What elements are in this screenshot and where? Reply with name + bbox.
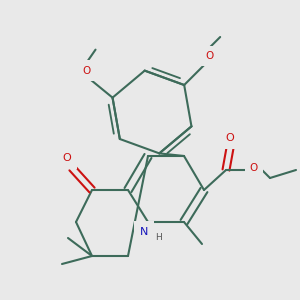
Text: O: O	[250, 163, 258, 173]
Text: O: O	[63, 153, 71, 163]
Text: O: O	[205, 51, 213, 61]
Text: O: O	[226, 133, 234, 143]
Text: H: H	[154, 233, 161, 242]
Text: O: O	[82, 66, 91, 76]
Text: N: N	[140, 227, 148, 237]
